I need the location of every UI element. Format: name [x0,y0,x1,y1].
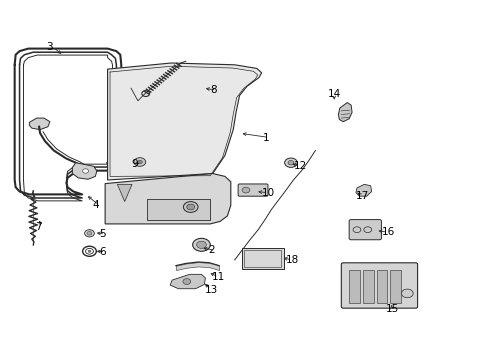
Text: 4: 4 [93,200,100,210]
Circle shape [196,241,206,248]
Circle shape [401,289,412,298]
Circle shape [186,204,194,210]
Bar [242,248,283,269]
Polygon shape [72,163,97,179]
Text: 18: 18 [285,255,298,265]
Text: 2: 2 [208,245,215,255]
Text: 13: 13 [204,285,217,295]
Bar [362,270,373,303]
Polygon shape [338,103,351,122]
Circle shape [242,187,249,193]
Polygon shape [170,274,205,289]
Text: 12: 12 [293,161,306,171]
Polygon shape [355,184,371,196]
Text: 16: 16 [381,227,394,237]
Polygon shape [107,63,261,180]
Polygon shape [105,174,230,224]
Polygon shape [117,184,132,202]
Text: 6: 6 [99,247,105,257]
FancyBboxPatch shape [238,184,267,196]
Bar [146,199,210,220]
Circle shape [87,231,92,235]
Bar [376,270,386,303]
Text: 8: 8 [210,85,217,95]
FancyBboxPatch shape [348,220,381,240]
Circle shape [137,160,142,164]
Text: 11: 11 [212,272,225,282]
Bar [389,270,400,303]
Circle shape [284,158,297,167]
Text: 7: 7 [35,222,42,232]
Text: 3: 3 [46,42,53,52]
Circle shape [84,230,94,237]
FancyBboxPatch shape [341,263,417,308]
Text: 17: 17 [355,191,368,201]
Circle shape [82,169,88,173]
Circle shape [192,238,210,251]
Text: 15: 15 [385,303,398,314]
Text: 9: 9 [131,159,138,169]
Circle shape [287,161,293,165]
Circle shape [183,202,198,212]
Bar [348,270,359,303]
Polygon shape [29,118,50,130]
Circle shape [183,279,190,284]
Text: 1: 1 [263,132,269,143]
Text: 10: 10 [261,188,274,198]
Text: 14: 14 [327,89,340,99]
Text: 5: 5 [99,229,105,239]
Bar [244,250,281,267]
Circle shape [134,158,145,166]
Circle shape [88,250,91,252]
